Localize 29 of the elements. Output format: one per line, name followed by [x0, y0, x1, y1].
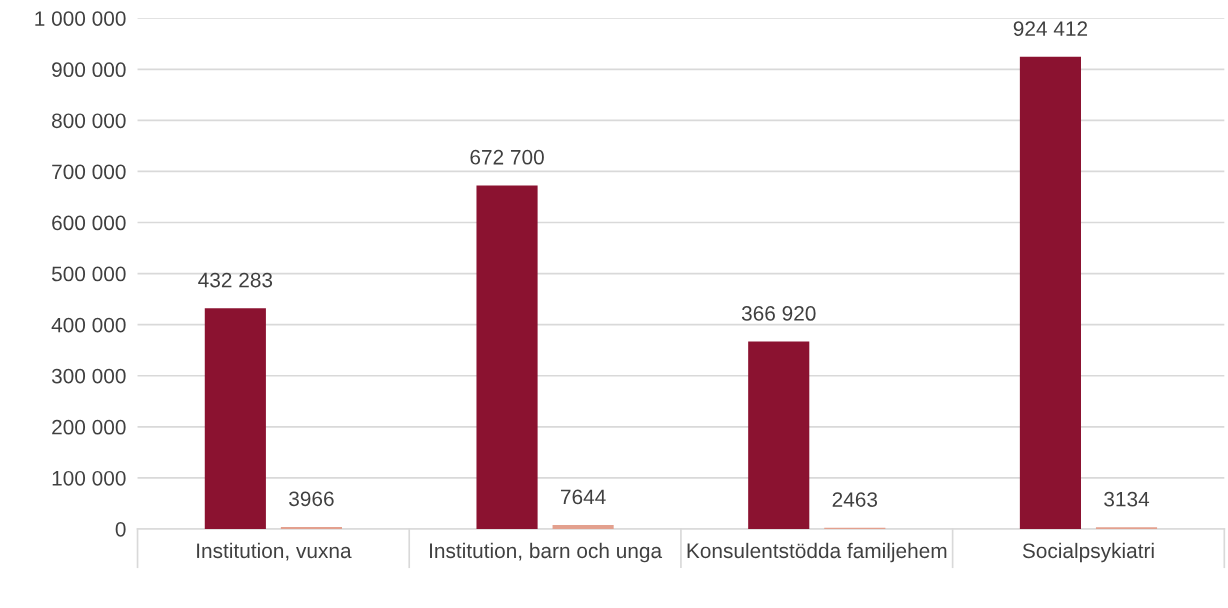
data-label: 432 283 — [198, 272, 273, 288]
x-tick-label: Institution, vuxna — [197, 542, 352, 561]
bar — [280, 526, 342, 529]
y-tick-label: 1 000 000 — [35, 11, 126, 26]
data-label: 924 412 — [1013, 21, 1088, 37]
y-tick-label: 500 000 — [51, 266, 126, 282]
data-label: 2463 — [832, 492, 878, 507]
y-tick-label: 400 000 — [51, 317, 126, 333]
data-label: 3134 — [1104, 491, 1150, 507]
x-tick-label: Institution, barn och unga — [430, 542, 663, 563]
data-label: 7644 — [561, 489, 606, 505]
bar — [1019, 56, 1081, 529]
x-tick-label: Socialpsykiatri — [1022, 542, 1154, 563]
data-label: 672 700 — [470, 149, 544, 165]
bar — [204, 308, 266, 529]
bar — [748, 341, 810, 529]
x-tick-label: Konsulentstödda familjehem — [687, 542, 947, 563]
y-tick-label: 200 000 — [52, 419, 126, 435]
y-tick-label: 600 000 — [52, 215, 126, 231]
y-tick-label: 700 000 — [52, 164, 126, 180]
y-tick-label: 800 000 — [52, 113, 126, 129]
y-tick-label: 900 000 — [52, 62, 126, 78]
bar — [476, 185, 538, 529]
y-tick-label: 0 — [115, 521, 126, 537]
data-label: 366 920 — [741, 306, 816, 321]
y-tick-label: 100 000 — [52, 470, 126, 486]
bar — [552, 525, 614, 529]
data-label: 3966 — [289, 491, 334, 507]
y-tick-label: 300 000 — [51, 368, 126, 384]
